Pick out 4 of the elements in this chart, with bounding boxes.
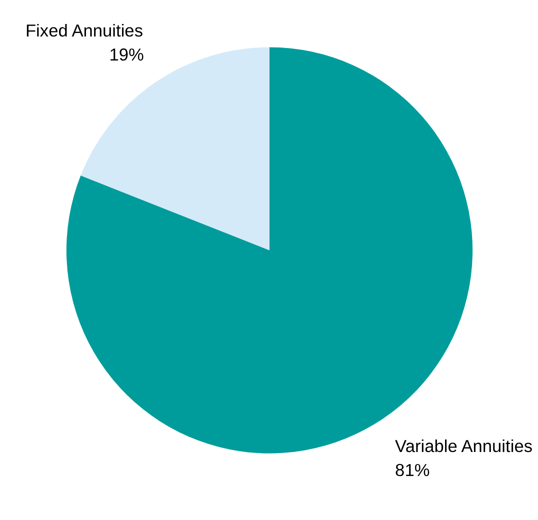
slice-label: Fixed Annuities bbox=[25, 20, 144, 41]
data-label: 19% bbox=[109, 44, 144, 65]
data-label: 81% bbox=[395, 460, 430, 480]
slice-label: Variable Annuities bbox=[395, 436, 533, 456]
